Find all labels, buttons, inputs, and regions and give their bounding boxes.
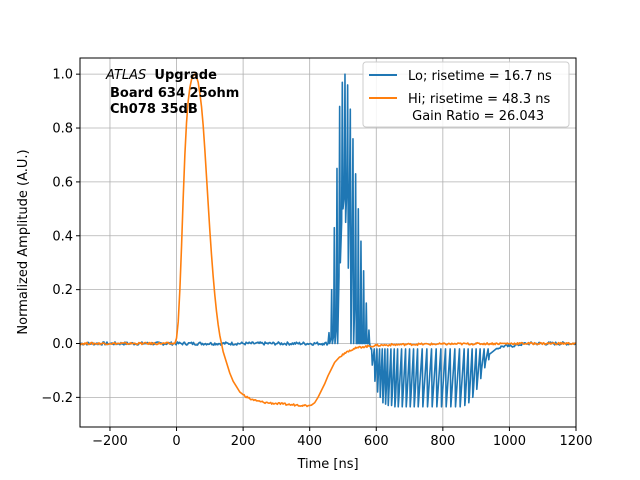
annotation-atlas: ATLAS	[105, 68, 146, 83]
annotation-channel: Ch078 35dB	[110, 102, 198, 117]
legend: Lo; risetime = 16.7 ns Hi; risetime = 48…	[362, 61, 570, 128]
x-tick-label: 1000	[493, 434, 526, 449]
legend-frame	[362, 61, 570, 128]
y-tick-label: 0.8	[52, 122, 73, 137]
series-layer	[80, 73, 576, 408]
annotation-board: Board 634 25ohm	[110, 86, 239, 101]
y-tick-label: −0.2	[41, 391, 73, 406]
atlas-annotation: ATLAS Upgrade Board 634 25ohm Ch078 35dB	[105, 68, 239, 117]
x-tick-label: 400	[297, 434, 322, 449]
legend-label-hi-gain: Gain Ratio = 26.043	[408, 109, 544, 124]
axis-ticks: −200 0 200 400 600 800 1000 1200 −0.2 0.0 0.2 0.4 0.…	[41, 68, 592, 449]
x-tick-label: 600	[364, 434, 389, 449]
series-line-hi	[80, 73, 576, 408]
legend-label-lo: Lo; risetime = 16.7 ns	[408, 69, 552, 84]
y-tick-label: 0.2	[52, 283, 73, 298]
plot-frame	[79, 57, 577, 428]
x-axis-label: Time [ns]	[296, 457, 358, 472]
annotation-upgrade: Upgrade	[154, 68, 217, 83]
y-tick-label: 0.4	[52, 229, 73, 244]
y-tick-label: 0.6	[52, 175, 73, 190]
x-tick-label: −200	[92, 434, 128, 449]
x-tick-label: 200	[231, 434, 256, 449]
x-tick-label: 1200	[559, 434, 592, 449]
y-tick-label: 1.0	[52, 68, 73, 83]
x-tick-label: 800	[430, 434, 455, 449]
x-tick-label: 0	[172, 434, 180, 449]
y-tick-label: 0.0	[52, 337, 73, 352]
svg-text:ATLAS Upgrade: ATLAS Upgrade	[105, 68, 217, 83]
y-axis-label: Normalized Amplitude (A.U.)	[16, 149, 31, 334]
legend-label-hi: Hi; risetime = 48.3 ns	[408, 92, 550, 107]
plot-area	[80, 73, 576, 408]
